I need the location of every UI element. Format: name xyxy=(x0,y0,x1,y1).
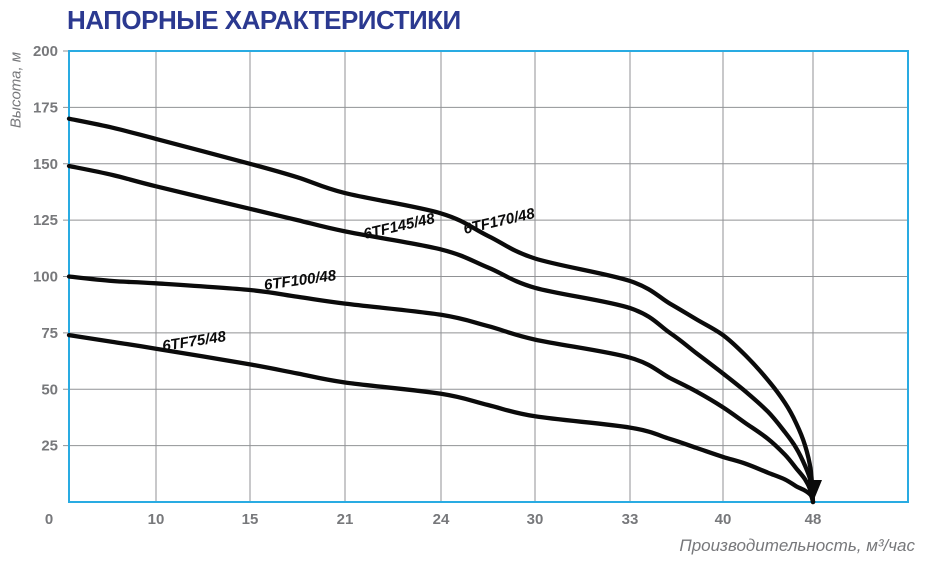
y-tick-label: 125 xyxy=(33,212,58,229)
y-tick-label: 25 xyxy=(41,438,58,455)
pump-curve-6TF75-48 xyxy=(66,332,816,505)
y-tick-label: 75 xyxy=(41,325,58,342)
y-tick-label: 200 xyxy=(33,43,58,60)
x-axis-title: Производительность, м³/час xyxy=(679,536,915,555)
x-tick-label: 48 xyxy=(805,511,822,528)
curve-label: 6TF75/48 xyxy=(161,328,228,355)
x-tick-label: 33 xyxy=(622,511,639,528)
chart-title: НАПОРНЫЕ ХАРАКТЕРИСТИКИ xyxy=(67,5,461,35)
x-tick-label: 15 xyxy=(242,511,259,528)
x-tick-label: 24 xyxy=(433,511,450,528)
x-tick-label: 10 xyxy=(148,511,165,528)
x-tick-label: 0 xyxy=(45,511,53,528)
pump-curve-6TF145-48 xyxy=(66,163,816,505)
x-tick-label: 30 xyxy=(527,511,544,528)
curve-label: 6TF100/48 xyxy=(263,267,338,294)
pump-curve-6TF170-48 xyxy=(66,116,816,505)
x-tick-label: 40 xyxy=(715,511,732,528)
curve-label: 6TF170/48 xyxy=(462,205,537,238)
convergence-arrow xyxy=(804,480,822,502)
curve-label: 6TF145/48 xyxy=(362,210,437,243)
y-tick-label: 150 xyxy=(33,156,58,173)
y-tick-label: 50 xyxy=(41,381,58,398)
x-tick-label: 21 xyxy=(337,511,354,528)
y-tick-label: 100 xyxy=(33,269,58,286)
y-tick-label: 175 xyxy=(33,99,58,116)
pump-curve-6TF100-48 xyxy=(66,274,816,505)
